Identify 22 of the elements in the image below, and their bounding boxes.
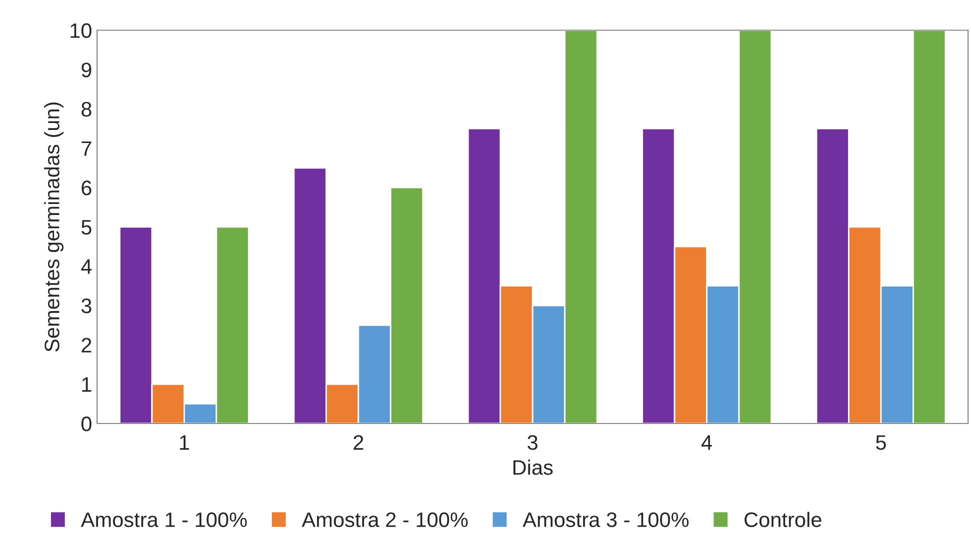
y-tick-label: 7 xyxy=(82,141,92,156)
legend-label: Amostra 3 - 100% xyxy=(522,512,689,528)
y-tick-label: 6 xyxy=(82,180,92,196)
legend-label: Amostra 1 - 100% xyxy=(80,512,247,528)
x-tick-label: 1 xyxy=(180,435,189,450)
y-tick-label: 4 xyxy=(81,259,92,274)
y-tick-label: 9 xyxy=(82,62,92,78)
y-tick-label: 2 xyxy=(82,338,92,352)
legend-label: Controle xyxy=(744,512,822,528)
x-tick-label: 5 xyxy=(876,435,886,450)
y-tick-label: 1 xyxy=(82,377,92,392)
x-tick-label: 2 xyxy=(354,435,364,450)
y-tick-label: 0 xyxy=(81,416,92,432)
y-tick-label: 5 xyxy=(81,220,92,235)
x-tick-label: 3 xyxy=(528,435,538,450)
legend-label: Amostra 2 - 100% xyxy=(302,512,468,528)
x-tick-label: 4 xyxy=(701,435,712,450)
x-axis-title: Dias xyxy=(513,460,553,475)
y-tick-label: 10 xyxy=(70,23,92,38)
y-tick-label: 3 xyxy=(81,298,92,314)
y-tick-label: 8 xyxy=(82,102,92,117)
y-axis-title: Sementes germinadas (un) xyxy=(44,102,64,352)
